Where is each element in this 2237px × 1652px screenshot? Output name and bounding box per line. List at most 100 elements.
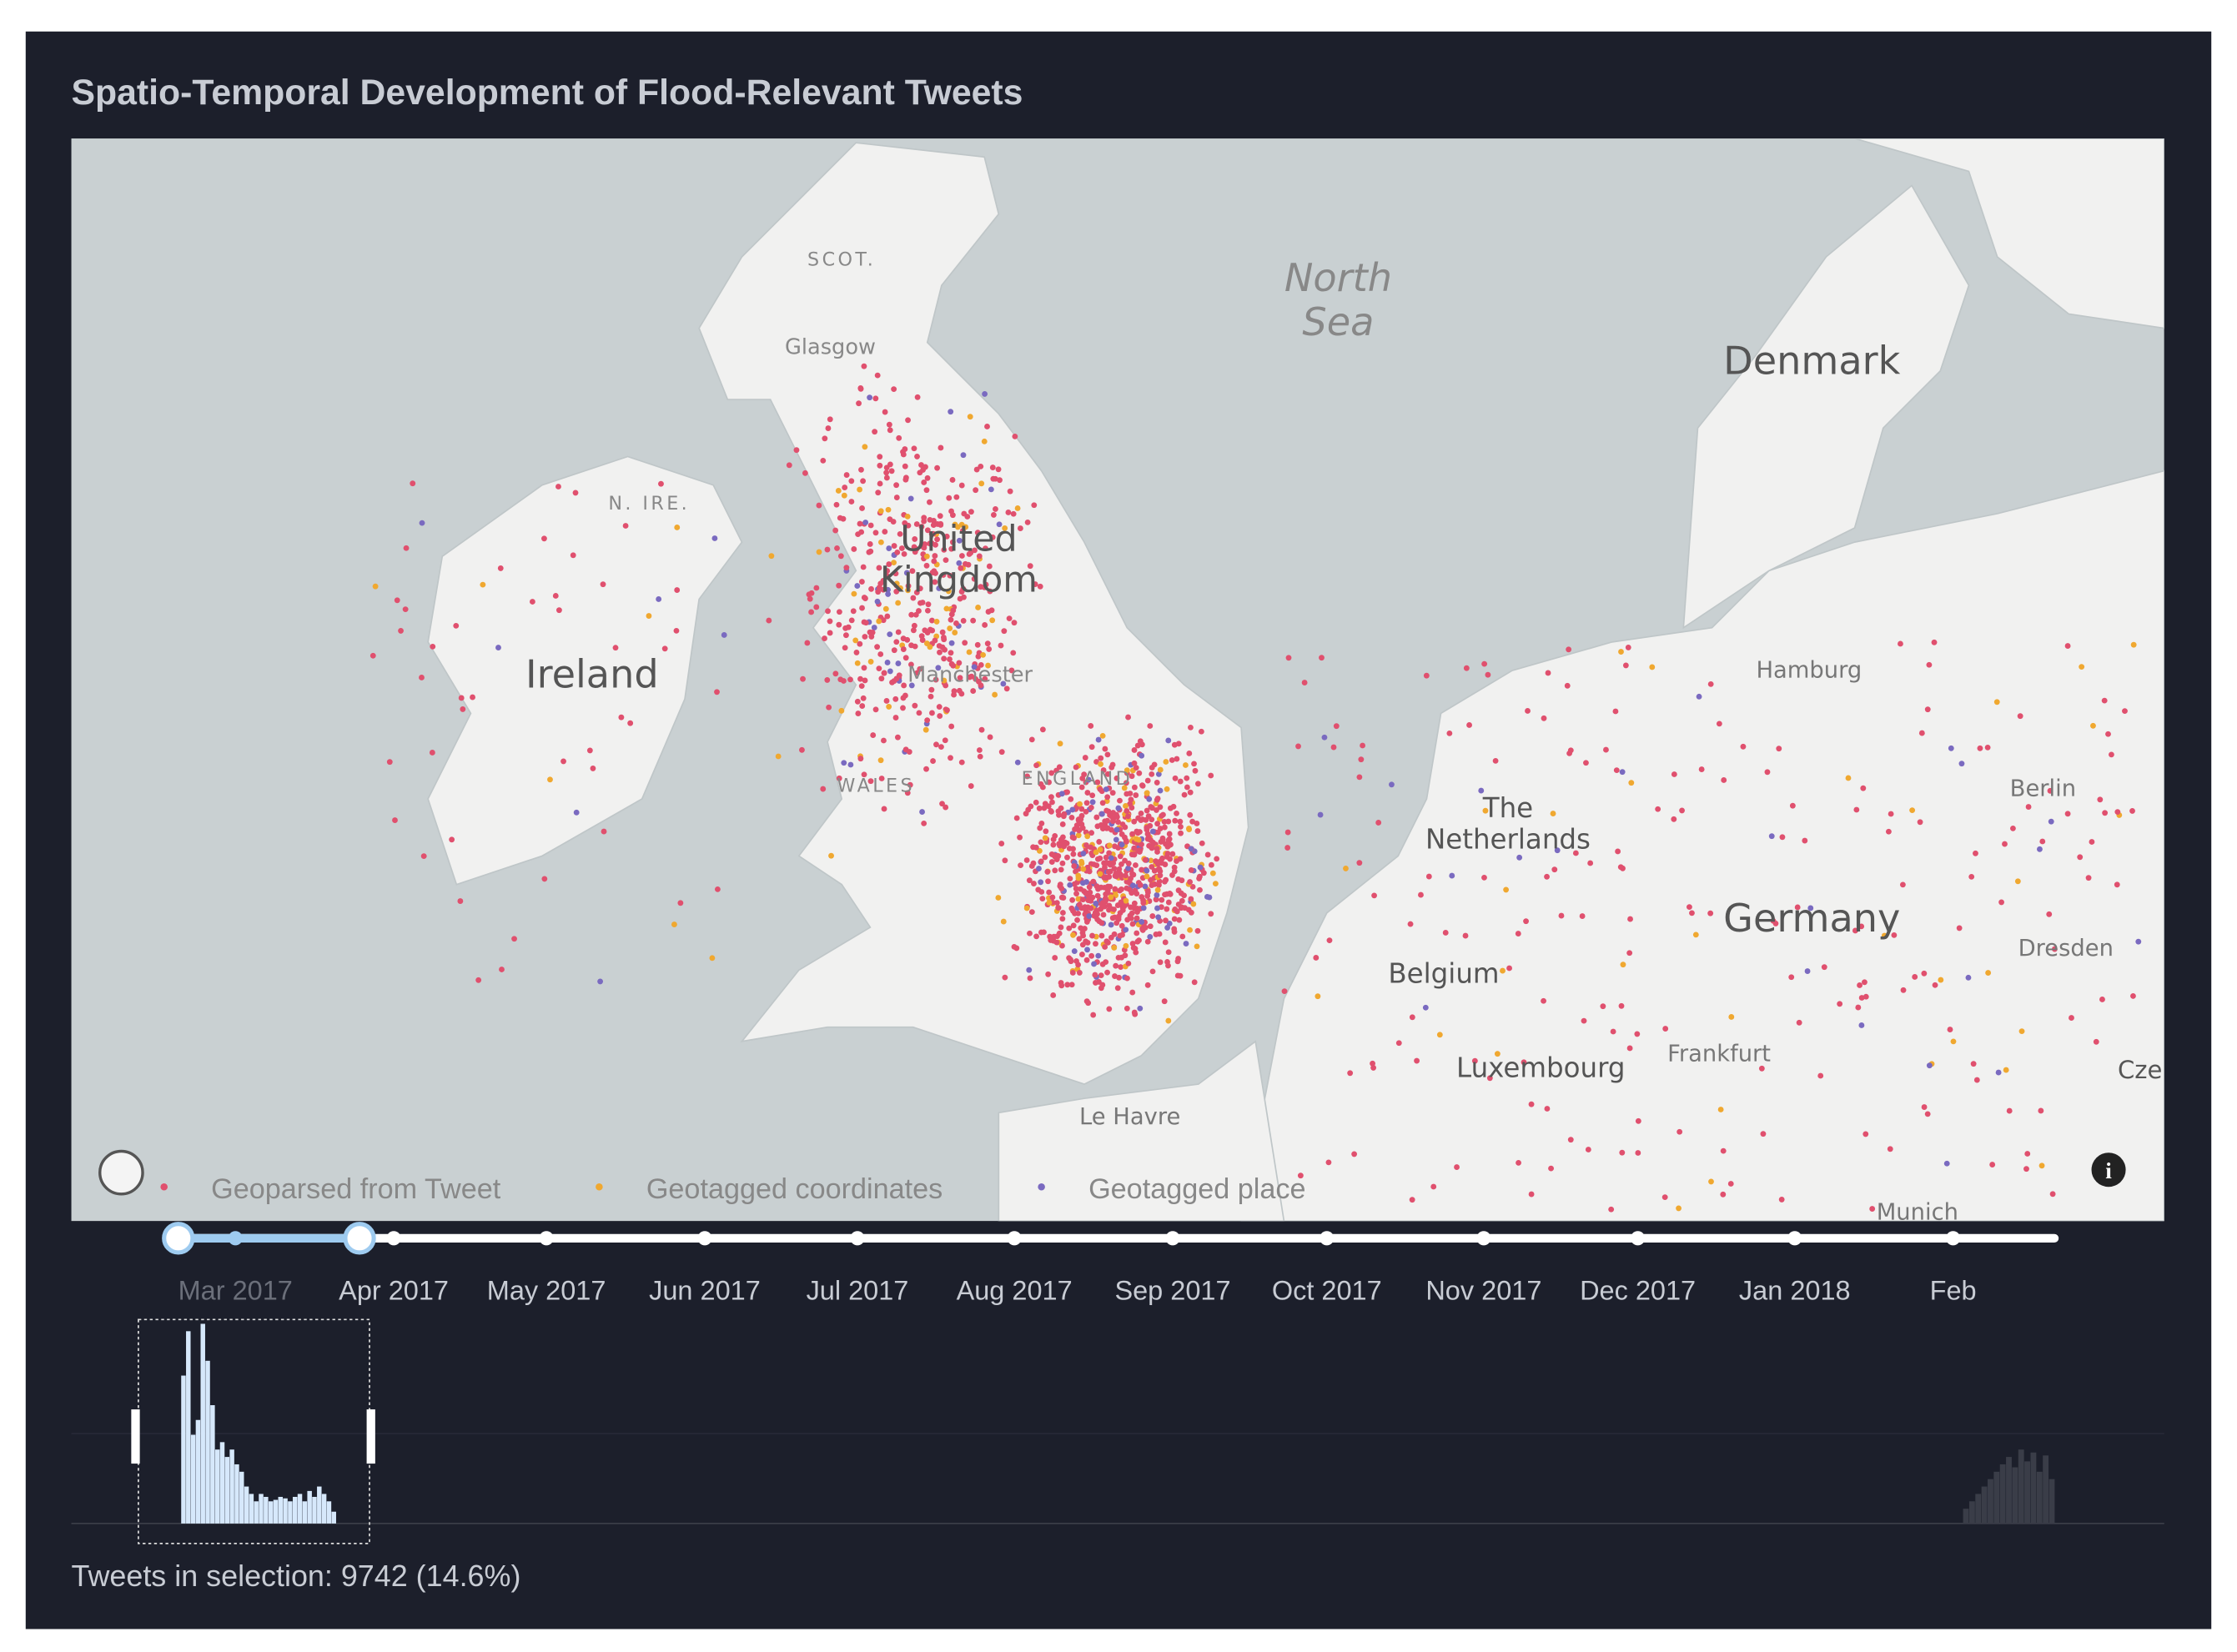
histogram-bar [210, 1405, 215, 1524]
histogram-bar [200, 1323, 205, 1524]
map-label: Germany [1723, 896, 1900, 941]
histogram-bar [229, 1449, 234, 1524]
timeline-tick [1476, 1231, 1491, 1246]
histogram-bar [205, 1360, 210, 1524]
timeline-tick [1165, 1231, 1180, 1246]
zoom-button[interactable] [98, 1149, 144, 1196]
histogram-bar [224, 1457, 230, 1524]
histogram-bar [326, 1501, 332, 1524]
timeline-handle[interactable] [343, 1222, 376, 1255]
histogram-bar [283, 1498, 288, 1524]
histogram-bar [302, 1501, 308, 1524]
histogram-bar-faded [1975, 1494, 1982, 1524]
histogram-bar [321, 1494, 327, 1524]
histogram-bar [181, 1375, 186, 1524]
timeline-label: Aug 2017 [957, 1275, 1073, 1305]
histogram-bar [278, 1496, 284, 1524]
timeline-tick [386, 1231, 401, 1246]
map-label: Kingdom [880, 560, 1038, 601]
histogram-bar-faded [1993, 1471, 2000, 1524]
map-label: ENGLAND [1022, 768, 1134, 790]
timeline-label: Dec 2017 [1580, 1275, 1696, 1305]
map-label: Sea [1302, 299, 1374, 344]
histogram-bar-faded [2006, 1457, 2012, 1524]
histogram-bar [292, 1496, 298, 1524]
legend-label: Geoparsed from Tweet [211, 1173, 501, 1205]
map-label: SCOT. [807, 249, 876, 270]
map-label: Ireland [525, 652, 659, 697]
timeline-tick [228, 1231, 243, 1246]
histogram-bar-faded [2012, 1467, 2018, 1524]
selection-text: Tweets in selection: 9742 (14.6%) [72, 1559, 521, 1593]
histogram-bar [214, 1449, 220, 1524]
histogram-bar-faded [2043, 1455, 2049, 1524]
map-label: United [900, 518, 1017, 560]
map-label: Dresden [2018, 936, 2114, 962]
histogram-bar-faded [2048, 1479, 2055, 1524]
histogram-bar [244, 1486, 249, 1524]
map-label: Luxembourg [1456, 1052, 1625, 1084]
tweet-dots [369, 363, 2142, 1213]
selection-handle-left[interactable] [131, 1409, 140, 1464]
map-label: Denmark [1723, 338, 1900, 383]
histogram-bar [312, 1496, 317, 1524]
map-label: Manchester [907, 663, 1033, 688]
timeline-tick [1787, 1231, 1802, 1246]
info-button[interactable] [2091, 1152, 2126, 1188]
timeline-label: Feb [1930, 1275, 1977, 1305]
timeline-label: Mar 2017 [178, 1275, 293, 1305]
histogram-bar-faded [2018, 1449, 2024, 1524]
histogram-bar-faded [2024, 1461, 2030, 1524]
map-label: N. IRE. [608, 493, 690, 515]
histogram-bar [268, 1501, 274, 1524]
timeline-tick [697, 1231, 712, 1246]
timeline-label: Nov 2017 [1425, 1275, 1541, 1305]
timeline-tick [1946, 1231, 1961, 1246]
map-label: Hamburg [1756, 658, 1862, 684]
histogram-bar [195, 1419, 201, 1524]
timeline-tick [1007, 1231, 1022, 1246]
legend-marker [160, 1183, 168, 1191]
histogram-bar [317, 1486, 322, 1524]
timeline-label: Jul 2017 [807, 1275, 909, 1305]
map-label: Le Havre [1079, 1104, 1180, 1130]
legend-marker [596, 1183, 603, 1191]
selection-handle-right[interactable] [366, 1409, 375, 1464]
histogram-bar [259, 1494, 264, 1524]
map-label: Netherlands [1425, 824, 1591, 856]
map-label: Frankfurt [1667, 1042, 1771, 1067]
map-label: Munich [1877, 1200, 1958, 1226]
histogram-bar [234, 1464, 239, 1524]
timeline-label: Sep 2017 [1114, 1275, 1230, 1305]
info-icon: i [2105, 1158, 2112, 1183]
timeline-label: Apr 2017 [339, 1275, 449, 1305]
histogram-bar [254, 1501, 259, 1524]
histogram-bar [288, 1501, 293, 1524]
histogram-bar-faded [1963, 1509, 1969, 1524]
map-label: Cze [2118, 1056, 2162, 1084]
map-label: The [1482, 792, 1533, 824]
map-label: WALES [837, 775, 915, 796]
timeline-tick [850, 1231, 865, 1246]
map-label: North [1284, 255, 1392, 300]
histogram-bar [331, 1511, 336, 1524]
histogram-bar-faded [1981, 1486, 1988, 1524]
histogram-bar [307, 1490, 312, 1524]
title: Spatio-Temporal Development of Flood-Rel… [72, 73, 1023, 113]
map-label: Berlin [2010, 776, 2076, 802]
histogram-bar [273, 1499, 279, 1524]
histogram-bar [264, 1496, 269, 1524]
legend-label: Geotagged coordinates [646, 1173, 943, 1205]
timeline-label: Jan 2018 [1739, 1275, 1851, 1305]
timeline-handle[interactable] [162, 1222, 195, 1255]
timeline-label: May 2017 [487, 1275, 606, 1305]
histogram-bar-faded [2036, 1471, 2043, 1524]
histogram-bar-faded [1988, 1479, 1993, 1524]
histogram-bar-faded [2030, 1452, 2037, 1524]
timeline-tick [1631, 1231, 1646, 1246]
histogram-bar-faded [1968, 1501, 1975, 1524]
map-label: Glasgow [785, 334, 876, 359]
